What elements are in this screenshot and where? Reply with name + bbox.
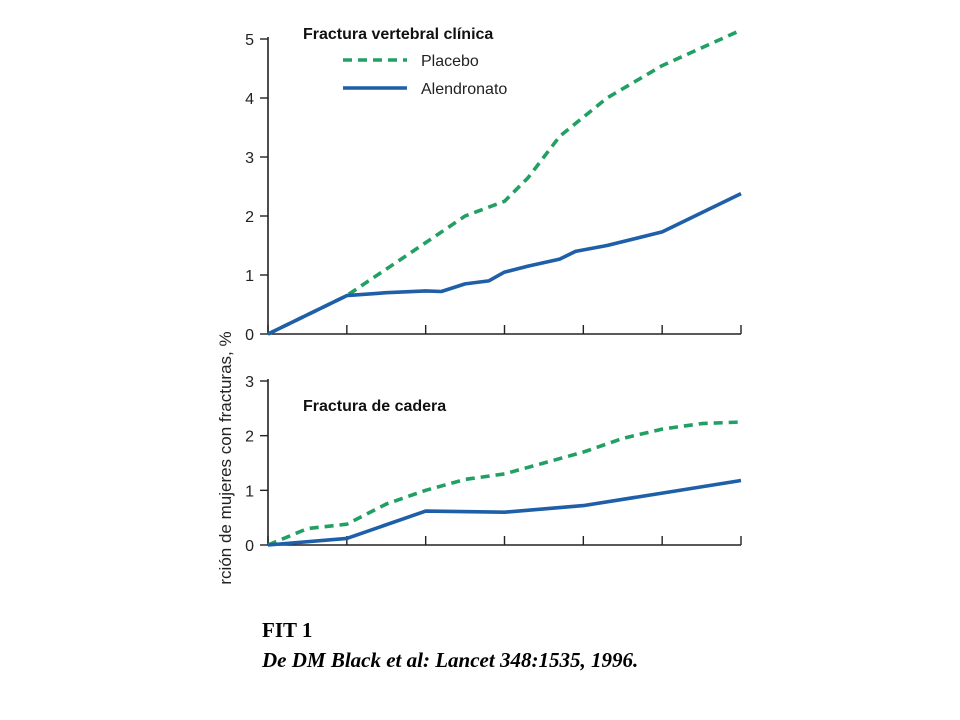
vertebral-y-tick-label: 1 [245, 268, 254, 285]
hip-y-tick-label: 2 [245, 429, 254, 446]
hip-y-tick-label: 3 [245, 374, 254, 391]
legend-label-alendronato: Alendronato [421, 81, 507, 98]
vertebral-y-tick-label: 5 [245, 32, 254, 49]
vertebral-series-alendronato [267, 191, 742, 336]
figure-caption-source: De DM Black et al: Lancet 348:1535, 1996… [262, 648, 639, 672]
vertebral-fracture-panel: 0 1 2 3 4 5 Fractura vertebral clínica Placebo A… [245, 26, 742, 344]
hip-y-tick-label: 1 [245, 483, 254, 500]
y-axis-label: rción de mujeres con fracturas, % [216, 331, 235, 584]
vertebral-panel-title: Fractura vertebral clínica [303, 26, 493, 43]
vertebral-series-placebo [267, 28, 742, 336]
hip-y-tick-label: 0 [245, 538, 254, 555]
legend-label-placebo: Placebo [421, 53, 479, 70]
vertebral-y-tick-label: 2 [245, 209, 254, 226]
vertebral-y-tick-label: 4 [245, 91, 254, 108]
hip-series-alendronato [267, 478, 742, 547]
hip-fracture-panel: 0 1 2 3 Fractura de cadera [245, 374, 742, 555]
figure-caption-title: FIT 1 [262, 618, 313, 642]
hip-panel-title: Fractura de cadera [303, 398, 446, 415]
vertebral-y-tick-label: 3 [245, 150, 254, 167]
vertebral-y-tick-label: 0 [245, 327, 254, 344]
hip-series-placebo [267, 420, 742, 547]
